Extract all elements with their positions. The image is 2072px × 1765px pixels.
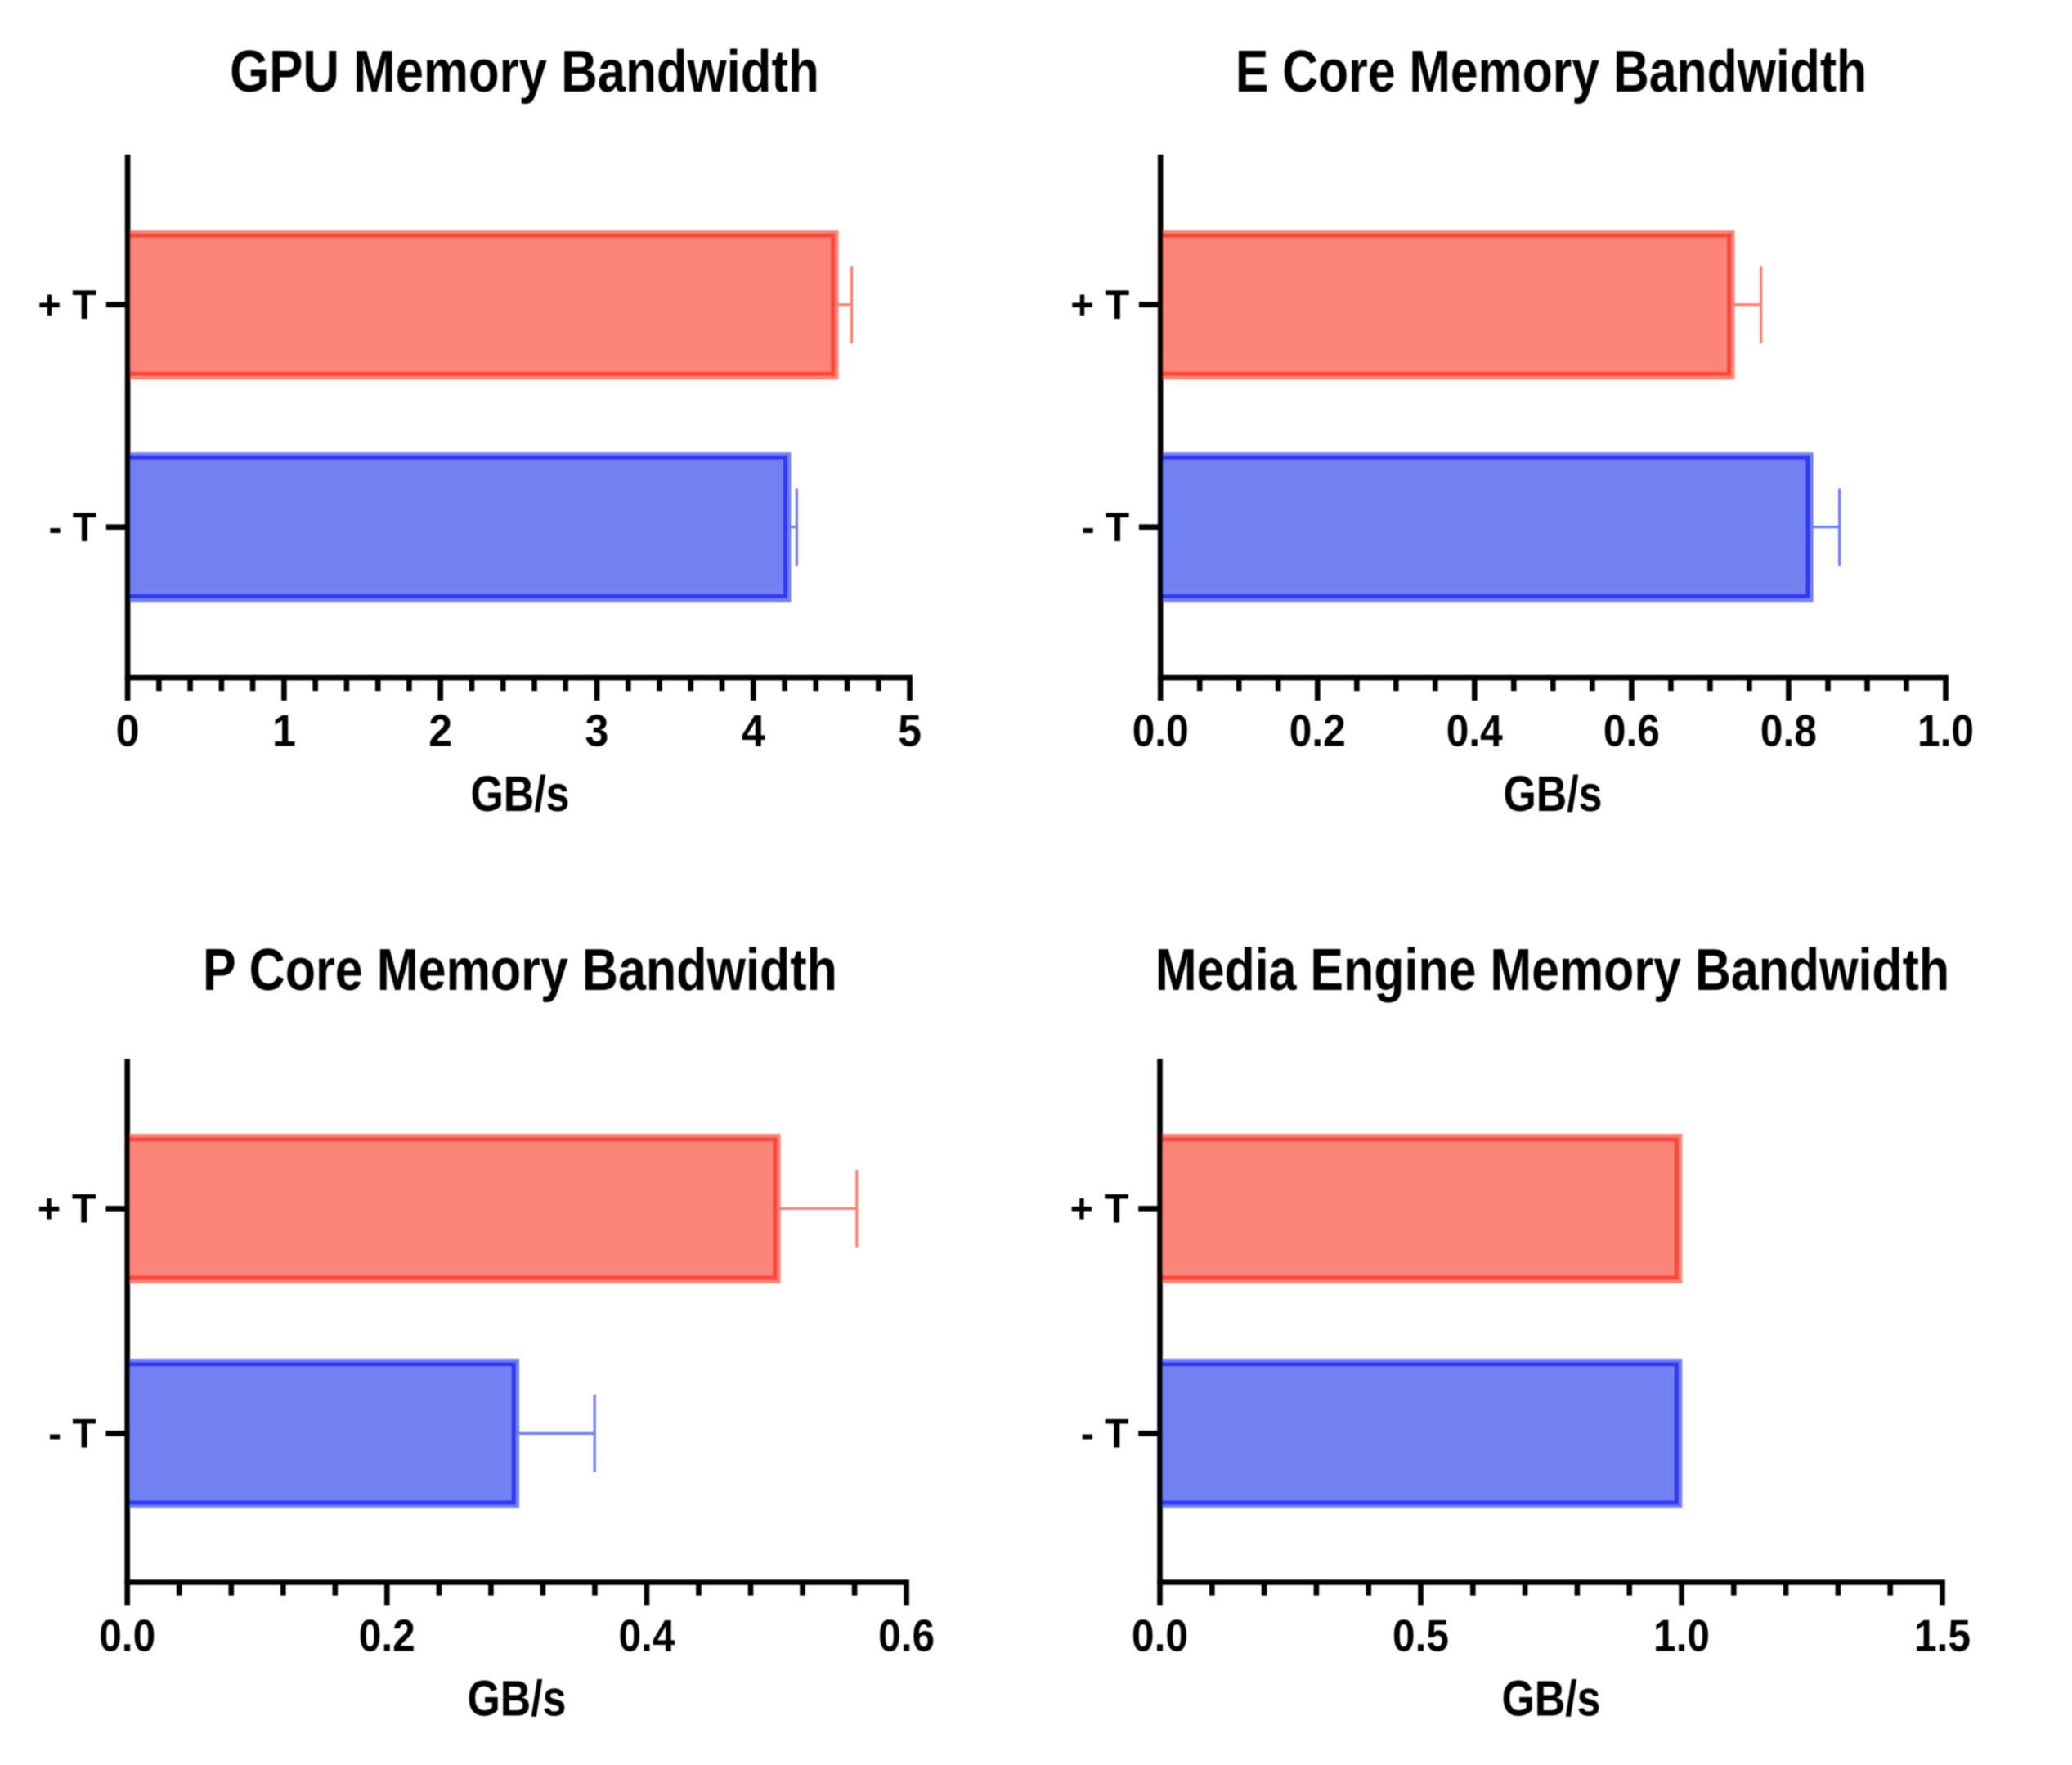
svg-text:0.5: 0.5 [1393, 1610, 1449, 1661]
svg-text:0.8: 0.8 [1760, 706, 1817, 756]
svg-text:- T: - T [48, 1411, 96, 1457]
svg-text:0.0: 0.0 [99, 1610, 155, 1661]
svg-text:1: 1 [272, 706, 296, 756]
svg-text:4: 4 [742, 706, 765, 756]
svg-text:0.4: 0.4 [1446, 706, 1503, 756]
svg-text:0.6: 0.6 [1603, 706, 1660, 756]
svg-text:5: 5 [898, 706, 922, 756]
svg-text:- T: - T [49, 504, 97, 550]
svg-text:GPU Memory Bandwidth: GPU Memory Bandwidth [230, 39, 819, 105]
svg-text:0: 0 [116, 706, 140, 756]
svg-text:3: 3 [585, 706, 609, 756]
svg-text:+ T: + T [1070, 282, 1129, 328]
svg-text:+ T: + T [38, 1186, 96, 1232]
svg-text:1.5: 1.5 [1914, 1610, 1971, 1661]
svg-text:GB/s: GB/s [1501, 1670, 1600, 1726]
svg-text:- T: - T [1081, 1411, 1129, 1457]
svg-text:0.0: 0.0 [1132, 706, 1189, 756]
svg-text:1.0: 1.0 [1917, 706, 1974, 756]
svg-text:GB/s: GB/s [470, 766, 569, 822]
svg-text:E Core Memory Bandwidth: E Core Memory Bandwidth [1236, 39, 1867, 105]
svg-text:1.0: 1.0 [1653, 1610, 1710, 1661]
svg-text:GB/s: GB/s [467, 1670, 566, 1726]
svg-text:0.2: 0.2 [359, 1610, 415, 1661]
svg-text:0.4: 0.4 [619, 1610, 675, 1661]
svg-text:0.6: 0.6 [878, 1610, 935, 1661]
svg-text:P Core Memory Bandwidth: P Core Memory Bandwidth [203, 938, 837, 1003]
svg-text:0.0: 0.0 [1132, 1610, 1188, 1661]
svg-text:0.2: 0.2 [1289, 706, 1346, 756]
svg-text:2: 2 [428, 706, 452, 756]
svg-text:- T: - T [1082, 504, 1130, 550]
svg-text:GB/s: GB/s [1503, 766, 1602, 822]
svg-text:Media Engine Memory Bandwidth: Media Engine Memory Bandwidth [1155, 938, 1949, 1003]
svg-text:+ T: + T [38, 282, 96, 328]
svg-text:+ T: + T [1070, 1186, 1129, 1232]
